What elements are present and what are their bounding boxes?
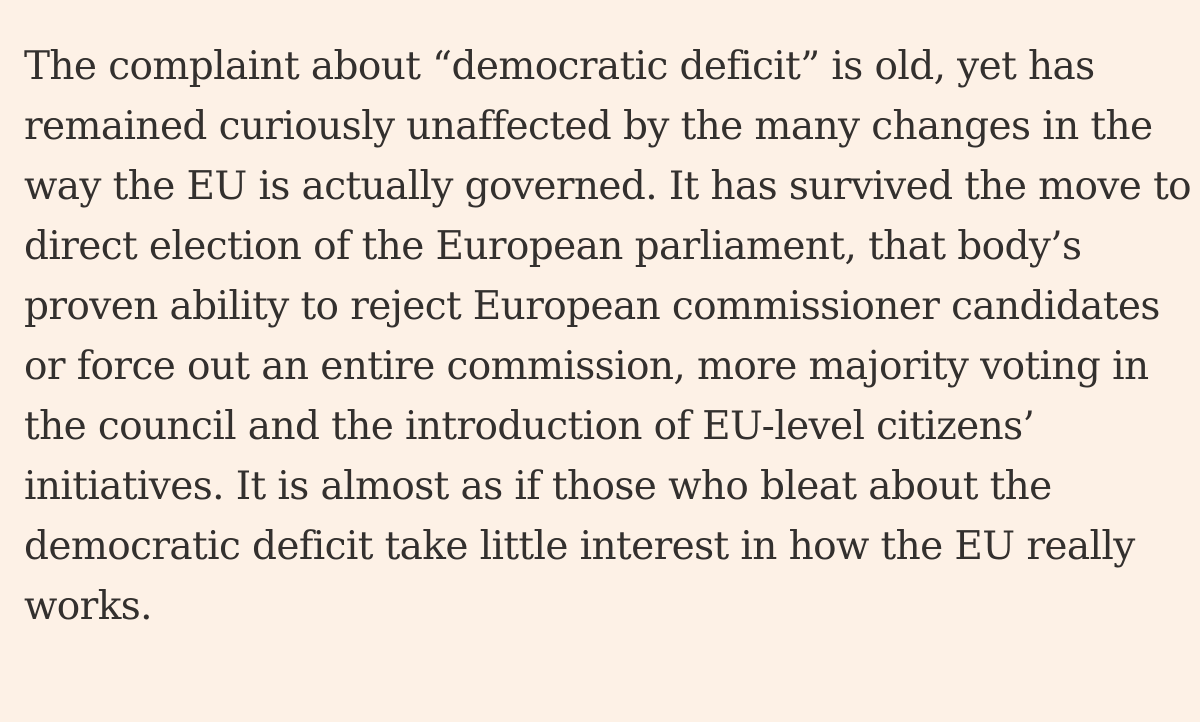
paragraph-line: the council and the introduction of EU-l…	[24, 404, 1035, 449]
paragraph-line: initiatives. It is almost as if those wh…	[24, 464, 1052, 509]
paragraph-line: way the EU is actually governed. It has …	[24, 164, 1192, 209]
paragraph-line: The complaint about “democratic deficit”…	[24, 44, 1095, 89]
paragraph-line: direct election of the European parliame…	[24, 224, 1082, 269]
paragraph-line: remained curiously unaffected by the man…	[24, 104, 1153, 149]
article-body: The complaint about “democratic deficit”…	[24, 37, 1194, 637]
paragraph-line: democratic deficit take little interest …	[24, 524, 1135, 569]
article-paragraph: The complaint about “democratic deficit”…	[24, 37, 1194, 637]
paragraph-line: proven ability to reject European commis…	[24, 284, 1160, 329]
paragraph-line: works.	[24, 584, 153, 629]
paragraph-line: or force out an entire commission, more …	[24, 344, 1149, 389]
